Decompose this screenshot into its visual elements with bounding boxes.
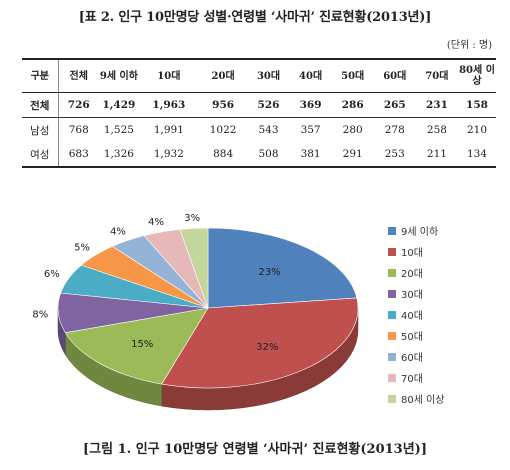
pie-value-label: 5% [74, 243, 90, 254]
table-cell: 1,429 [98, 92, 139, 118]
legend-label: 20대 [401, 269, 423, 280]
table-cell: 253 [373, 142, 416, 168]
legend-swatch [388, 310, 396, 319]
table-cell: 210 [466, 124, 488, 136]
stats-table: 구분 전체 9세 이하 10대 20대 30대 40대 50대 60대 70대 … [22, 58, 496, 168]
pie-slice [161, 297, 359, 389]
legend-swatch [388, 373, 396, 382]
header-cell: 50대 [331, 58, 374, 93]
table-cell: 369 [289, 92, 332, 118]
table-cell: 884 [198, 142, 248, 168]
table-cell: 1022 [209, 124, 237, 136]
table-cell: 683 [58, 142, 99, 168]
pie-chart-area: 23% 32% 15% 8% 6% 5% 4% 4% 3% 9세 이하 10대 20대 30대 40대 5… [0, 198, 510, 434]
header-cell: 구분 [22, 58, 59, 93]
row-label: 여성 [22, 142, 59, 168]
header-cell: 80세 이상 [458, 58, 496, 93]
header-cell: 60대 [373, 58, 416, 93]
table-cell: 526 [247, 92, 290, 118]
legend-label: 70대 [401, 374, 423, 385]
table-cell: 543 [258, 124, 279, 136]
table-cell: 258 [426, 124, 447, 136]
pie-slice [179, 227, 209, 309]
legend-label: 50대 [401, 332, 423, 343]
header-cell: 9세 이하 [98, 58, 139, 93]
legend-item: 10대 [388, 241, 445, 262]
pie-legend: 9세 이하 10대 20대 30대 40대 50대 60대 70대 80세 이상 [388, 220, 445, 409]
table-cell: 726 [58, 92, 99, 118]
table-title: [표 2. 인구 10만명당 성별·연령별 ‘사마귀’ 진료현황(2013년)] [78, 10, 432, 25]
table-row-female: 여성 683 1,326 1,932 884 508 381 291 253 2… [22, 142, 496, 168]
legend-item: 40대 [388, 304, 445, 325]
table-cell: 1,991 [153, 124, 184, 136]
table-cell: 1,525 [103, 124, 134, 136]
table-cell: 278 [384, 124, 405, 136]
row-label: 남성 [22, 117, 59, 142]
pie-value-label: 15% [131, 339, 153, 350]
pie-value-label: 23% [258, 267, 280, 278]
table-cell: 508 [247, 142, 290, 168]
header-cell: 40대 [289, 58, 332, 93]
table-cell: 211 [415, 142, 458, 168]
legend-label: 80세 이상 [401, 395, 445, 406]
legend-item: 70대 [388, 367, 445, 388]
legend-swatch [388, 394, 396, 403]
table-cell: 134 [458, 142, 496, 168]
pie-value-label: 3% [184, 213, 200, 224]
figure-caption: [그림 1. 인구 10만명당 연령별 ‘사마귀’ 진료현황(2013년)] [83, 442, 427, 457]
pie-value-label: 8% [32, 310, 48, 321]
table-cell: 956 [198, 92, 248, 118]
legend-label: 60대 [401, 353, 423, 364]
legend-label: 9세 이하 [401, 227, 439, 238]
legend-swatch [388, 247, 396, 256]
table-cell: 265 [373, 92, 416, 118]
legend-label: 30대 [401, 290, 423, 301]
legend-swatch [388, 289, 396, 298]
legend-item: 9세 이하 [388, 220, 445, 241]
table-cell: 768 [68, 124, 89, 136]
legend-item: 20대 [388, 262, 445, 283]
pie-value-label: 4% [148, 217, 164, 228]
pie-chart: 23% 32% 15% 8% 6% 5% 4% 4% 3% [32, 213, 359, 411]
table-cell: 291 [331, 142, 374, 168]
table-cell: 158 [458, 92, 496, 118]
table-cell: 1,963 [138, 92, 199, 118]
unit-label: (단위 : 명) [446, 40, 492, 51]
table-cell: 1,932 [138, 142, 199, 168]
header-cell: 70대 [415, 58, 458, 93]
table-cell: 286 [331, 92, 374, 118]
pie-slice [64, 307, 209, 385]
legend-item: 60대 [388, 346, 445, 367]
legend-swatch [388, 331, 396, 340]
legend-swatch [388, 352, 396, 361]
legend-label: 40대 [401, 311, 423, 322]
table-cell: 357 [300, 124, 321, 136]
legend-item: 50대 [388, 325, 445, 346]
pie-slice [207, 227, 358, 309]
legend-item: 30대 [388, 283, 445, 304]
table-cell: 1,326 [98, 142, 139, 168]
table-row-male: 남성 768 1,525 1,991 1022 543 357 280 278 … [22, 117, 496, 142]
legend-label: 10대 [401, 248, 423, 259]
header-cell: 30대 [247, 58, 290, 93]
table-cell: 231 [415, 92, 458, 118]
pie-value-label: 4% [110, 226, 126, 237]
table-header-row: 구분 전체 9세 이하 10대 20대 30대 40대 50대 60대 70대 … [22, 58, 496, 93]
legend-swatch [388, 226, 396, 235]
header-cell: 10대 [138, 58, 199, 93]
table-cell: 381 [289, 142, 332, 168]
legend-swatch [388, 268, 396, 277]
pie-value-label: 6% [44, 269, 60, 280]
table-row-total: 전체 726 1,429 1,963 956 526 369 286 265 2… [22, 92, 496, 118]
header-cell: 20대 [198, 58, 248, 93]
table-cell: 280 [342, 124, 363, 136]
legend-item: 80세 이상 [388, 388, 445, 409]
header-cell: 전체 [58, 58, 99, 93]
pie-value-label: 32% [256, 342, 278, 353]
row-label: 전체 [22, 92, 59, 118]
